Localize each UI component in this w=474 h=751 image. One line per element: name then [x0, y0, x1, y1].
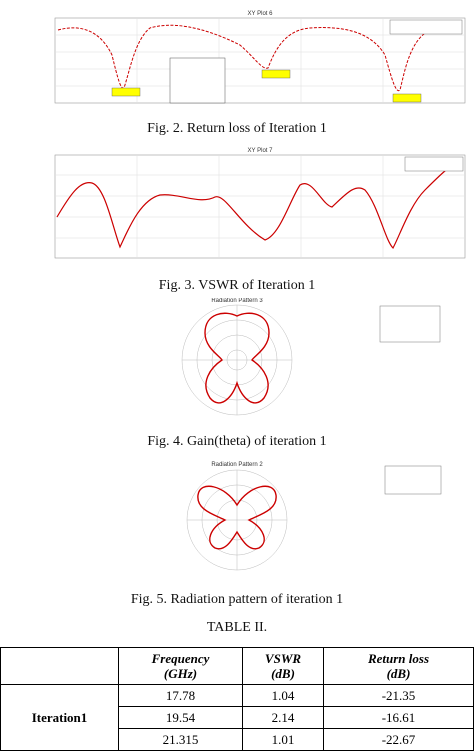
- figure-caption: Fig. 3. VSWR of Iteration 1: [158, 278, 316, 293]
- cell: 2.14: [242, 706, 324, 729]
- table-title: TABLE II.: [206, 620, 268, 635]
- vswr-plot: XY Plot 7: [54, 148, 466, 259]
- header-name: Return loss: [367, 651, 430, 666]
- header-cell: Frequency (GHz): [118, 647, 243, 685]
- header-cell: VSWR (dB): [242, 647, 324, 685]
- figure-caption: Fig. 2. Return loss of Iteration 1: [147, 121, 327, 136]
- figure-caption: Fig. 4. Gain(theta) of iteration 1: [147, 434, 327, 449]
- results-table: Frequency (GHz) VSWR (dB) Return loss (dB) …: [0, 647, 474, 751]
- cell: 17.78: [118, 684, 243, 707]
- header-cell: [0, 647, 119, 685]
- plot-title: Radiation Pattern 3: [211, 298, 263, 304]
- cell: 1.01: [242, 728, 324, 751]
- cell: 21.315: [118, 728, 243, 751]
- cell: -22.67: [323, 728, 474, 751]
- cell: 1.04: [242, 684, 324, 707]
- row-label: Iteration1: [0, 684, 119, 751]
- header-unit: (GHz): [163, 666, 198, 681]
- figure-caption: Fig. 5. Radiation pattern of iteration 1: [130, 592, 344, 607]
- header-name: Frequency: [151, 651, 210, 666]
- header-unit: (dB): [271, 666, 295, 681]
- header-cell: Return loss (dB): [323, 647, 474, 685]
- plot-title: Radiation Pattern 2: [211, 462, 263, 468]
- cell: -16.61: [323, 706, 474, 729]
- cell: 19.54: [118, 706, 243, 729]
- cell: -21.35: [323, 684, 474, 707]
- plot-title: XY Plot 6: [248, 11, 274, 17]
- gain-polar-plot: Radiation Pattern 3: [181, 298, 441, 416]
- radiation-polar-plot: Radiation Pattern 2: [186, 462, 442, 571]
- plot-title: XY Plot 7: [248, 148, 274, 154]
- header-name: VSWR: [264, 651, 302, 666]
- return-loss-plot: XY Plot 6: [54, 11, 466, 104]
- header-unit: (dB): [386, 666, 411, 681]
